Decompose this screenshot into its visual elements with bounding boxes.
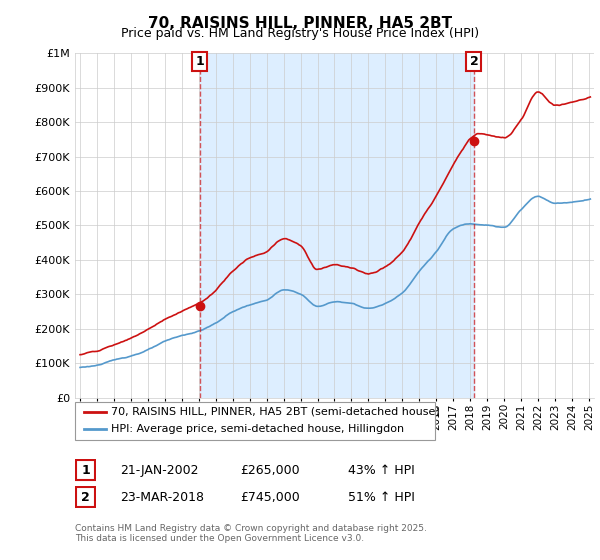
Text: 43% ↑ HPI: 43% ↑ HPI — [348, 464, 415, 477]
FancyBboxPatch shape — [75, 402, 435, 440]
Text: 1: 1 — [195, 55, 204, 68]
Text: 51% ↑ HPI: 51% ↑ HPI — [348, 491, 415, 504]
Text: 70, RAISINS HILL, PINNER, HA5 2BT (semi-detached house): 70, RAISINS HILL, PINNER, HA5 2BT (semi-… — [111, 407, 440, 417]
Text: 2: 2 — [81, 491, 90, 504]
Text: £265,000: £265,000 — [240, 464, 299, 477]
Text: HPI: Average price, semi-detached house, Hillingdon: HPI: Average price, semi-detached house,… — [111, 424, 404, 435]
Text: 21-JAN-2002: 21-JAN-2002 — [120, 464, 199, 477]
Text: 23-MAR-2018: 23-MAR-2018 — [120, 491, 204, 504]
FancyBboxPatch shape — [76, 487, 95, 507]
Text: 2: 2 — [470, 55, 478, 68]
Text: 1: 1 — [81, 464, 90, 477]
Text: Price paid vs. HM Land Registry's House Price Index (HPI): Price paid vs. HM Land Registry's House … — [121, 27, 479, 40]
Text: £745,000: £745,000 — [240, 491, 300, 504]
Bar — [200, 53, 474, 398]
Text: Contains HM Land Registry data © Crown copyright and database right 2025.
This d: Contains HM Land Registry data © Crown c… — [75, 524, 427, 543]
Text: 70, RAISINS HILL, PINNER, HA5 2BT: 70, RAISINS HILL, PINNER, HA5 2BT — [148, 16, 452, 31]
FancyBboxPatch shape — [76, 460, 95, 480]
